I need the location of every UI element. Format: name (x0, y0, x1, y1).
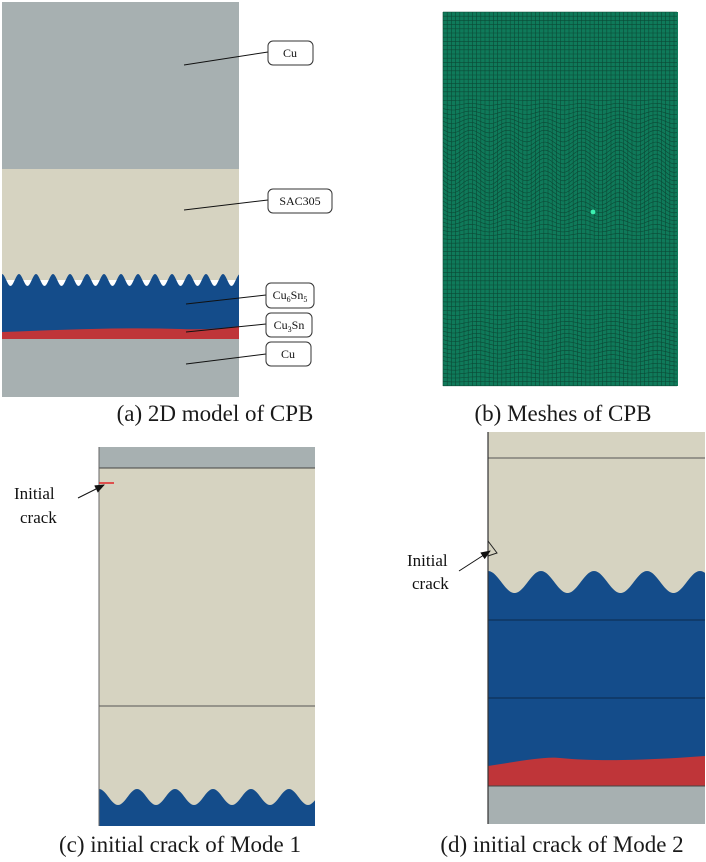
mesh-row-line (442, 363, 678, 367)
mesh-row-line (442, 103, 678, 106)
mesh-row-line (442, 183, 678, 194)
mesh-row-line (442, 125, 678, 134)
panel-d: Initial crack (d) initial crack of Mode … (407, 432, 705, 857)
mesh-row-line (442, 114, 678, 120)
label-sac305: SAC305 (279, 194, 320, 208)
sac305-region (99, 468, 315, 826)
callout-cu-top: Cu (183, 40, 314, 66)
mesh-grid (442, 11, 678, 387)
mesh-row-line (442, 214, 678, 221)
mesh-row-line (442, 170, 678, 182)
panel-a: Cu SAC305 Cu6Sn5 Cu3Sn Cu (a) 2D model o… (2, 2, 333, 426)
mesh-row-line (442, 305, 678, 307)
mesh-row-line (442, 337, 678, 342)
mesh-row-line (442, 333, 678, 338)
mesh-row-line (442, 145, 678, 156)
mesh-row-line (442, 162, 678, 173)
sac305-region (488, 432, 705, 597)
caption-c: (c) initial crack of Mode 1 (59, 832, 301, 857)
mesh-row-line (442, 157, 678, 169)
mesh-row-line (442, 237, 677, 240)
mesh-row-line (442, 166, 678, 177)
initial-crack-mark (487, 540, 498, 557)
mesh-row-line (442, 329, 678, 334)
crack-label-c-line2: crack (20, 508, 57, 527)
mesh-row-line (442, 358, 678, 363)
mesh-row-line (442, 141, 678, 152)
mesh-row-line (442, 133, 678, 143)
crack-label-d-line2: crack (412, 574, 449, 593)
crack-pointer-arrow (77, 484, 105, 499)
mesh-row-line (442, 210, 678, 218)
mesh-row-line (442, 129, 678, 138)
cu6sn5-layer (2, 274, 239, 334)
mesh-row-line (442, 201, 678, 210)
mesh-row-line (442, 118, 678, 125)
mesh-row-line (442, 122, 678, 129)
mesh-row-line (442, 367, 678, 371)
mesh-row-line (442, 381, 678, 383)
mesh-row-line (442, 153, 678, 165)
mesh-row-line (442, 320, 678, 325)
mesh-node-marker (590, 209, 596, 215)
cu3sn-layer (2, 326, 239, 339)
cu6sn5-layer (488, 571, 705, 770)
sac305-layer (2, 169, 239, 280)
mesh-row-line (442, 349, 678, 355)
mesh-row-line (442, 372, 678, 375)
cu3sn-layer (488, 756, 705, 786)
cu-top-strip (99, 447, 315, 468)
caption-b: (b) Meshes of CPB (475, 401, 652, 426)
label-cu-top: Cu (283, 46, 297, 60)
cu-bottom-layer (488, 786, 705, 824)
mesh-row-line (442, 317, 678, 321)
mesh-row-line (442, 106, 678, 111)
mesh-row-line (442, 313, 678, 316)
crack-pointer-arrow (458, 550, 491, 572)
caption-d: (d) initial crack of Mode 2 (440, 832, 683, 857)
mesh-row-line (442, 223, 678, 229)
mesh-row-line (442, 137, 678, 147)
mesh-row-line (442, 196, 678, 206)
mesh-row-line (442, 219, 678, 225)
mesh-row-line (442, 205, 678, 214)
crack-label-d-line1: Initial (407, 551, 448, 570)
mesh-row-line (442, 174, 678, 186)
mesh-row-line (442, 341, 678, 347)
label-cu-bottom: Cu (281, 347, 295, 361)
mesh-row-line (442, 309, 678, 312)
mesh-row-line (442, 345, 678, 351)
mesh-row-line (442, 187, 678, 198)
mesh-row-line (442, 179, 678, 190)
mesh-row-line (442, 192, 678, 202)
callout-sac305: SAC305 (183, 188, 333, 214)
mesh-row-line (442, 354, 678, 359)
label-cu3sn: Cu3Sn (274, 318, 305, 334)
mesh-row-line (442, 110, 678, 115)
caption-a: (a) 2D model of CPB (117, 401, 314, 426)
callout-cu-bottom: Cu (185, 341, 312, 367)
mesh-row-line (442, 324, 678, 330)
cu-bottom-layer (2, 339, 239, 397)
callout-cu6sn5: Cu6Sn5 (185, 282, 315, 309)
mesh-row-line (442, 149, 678, 160)
panel-b: (b) Meshes of CPB (442, 11, 678, 426)
cu6sn5-wavy-layer (99, 789, 315, 826)
callout-cu3sn: Cu3Sn (185, 312, 313, 338)
mesh-row-line (442, 376, 678, 379)
panel-c: Initial crack (c) initial crack of Mode … (14, 447, 315, 857)
mesh-row-line (442, 228, 678, 233)
mesh-row-line (442, 233, 678, 237)
mesh-row-line (442, 99, 677, 101)
crack-label-c-line1: Initial (14, 484, 55, 503)
cu-top-layer (2, 2, 239, 169)
label-cu6sn5: Cu6Sn5 (273, 288, 308, 304)
